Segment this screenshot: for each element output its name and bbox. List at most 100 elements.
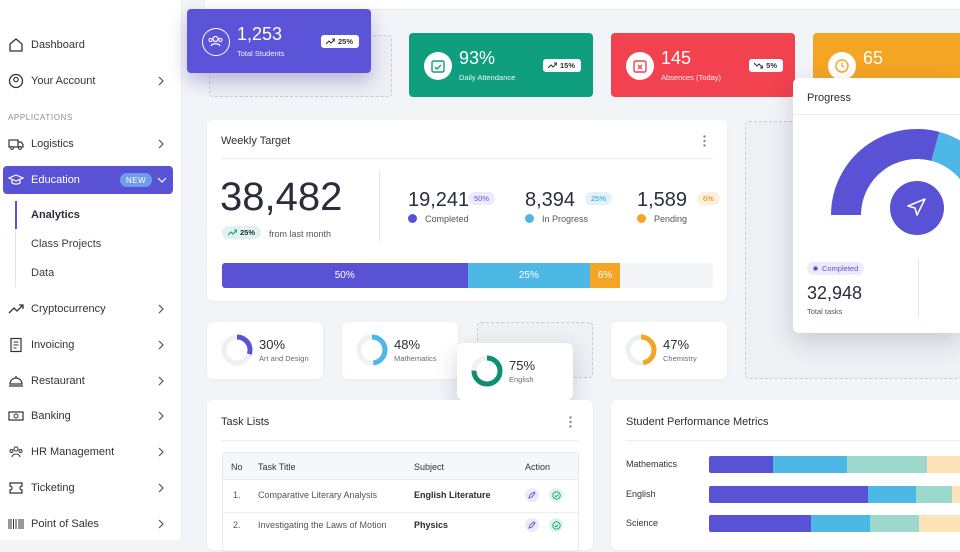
icon: [9, 38, 23, 52]
nav-item[interactable]: Logistics: [8, 130, 172, 158]
chevron: [156, 483, 166, 493]
icon: [8, 337, 24, 353]
subject-name: Mathematics: [394, 354, 437, 363]
stat-card: 93% Daily Attendance 15%: [409, 33, 593, 97]
icon: [8, 174, 24, 185]
performance-segment: [916, 485, 953, 503]
subject-percent: 47%: [663, 337, 690, 352]
category-label: Science: [626, 518, 659, 528]
donut: [356, 334, 388, 366]
item-label: Pending: [654, 214, 688, 224]
edit-button[interactable]: [525, 518, 539, 532]
row-divider: [223, 512, 578, 513]
divider: [793, 114, 960, 115]
performance-segment: [811, 515, 871, 532]
nav-item[interactable]: Restaurant: [8, 367, 172, 395]
chevron: [157, 177, 167, 183]
column-header: Action: [525, 462, 551, 472]
category-label: English: [626, 488, 656, 499]
progress-gauge: [831, 128, 960, 239]
donut-arc: [625, 334, 657, 366]
nav-label: Point of Sales: [31, 517, 99, 530]
section-label: APPLICATIONS: [8, 113, 73, 122]
chevron: [156, 376, 166, 386]
nav-item[interactable]: Cryptocurrency: [8, 295, 172, 323]
share-badge: 6%: [697, 192, 720, 205]
nav-item[interactable]: Your Account: [8, 67, 172, 95]
performance-segment: [709, 485, 868, 503]
stat-change-text: 5%: [766, 61, 777, 70]
progress-label: Total tasks: [807, 307, 843, 316]
stat-value: 93%: [459, 48, 496, 68]
subject-percent: 30%: [259, 337, 286, 352]
nav-label: Your Account: [31, 75, 96, 87]
stat-change: 25%: [320, 35, 359, 48]
performance-segment: [870, 515, 919, 532]
stat-change: 15%: [542, 59, 581, 72]
subject-card[interactable]: 75% English: [457, 343, 573, 400]
performance-segment: [773, 456, 848, 473]
task-list-card: Task Lists No Task Title Subject Action 1. Co…: [207, 400, 593, 552]
table-cell: 1.: [233, 490, 241, 500]
subject-card: 48% Mathematics: [342, 322, 458, 379]
divider: [918, 260, 919, 316]
subject-name: Chemistry: [663, 354, 697, 363]
item-value: 8,394: [525, 189, 576, 211]
task-table: No Task Title Subject Action 1. Comparative L…: [222, 452, 579, 552]
column-header: Task Title: [258, 462, 296, 472]
card-title: Student Performance Metrics: [626, 416, 769, 428]
header-bar: [205, 0, 960, 10]
nav-item[interactable]: Ticketing: [8, 474, 172, 502]
submenu-item[interactable]: Class Projects: [31, 238, 102, 250]
bar-segment: 6%: [590, 263, 620, 288]
stat-change: 5%: [749, 59, 783, 72]
nav-label: Banking: [31, 410, 71, 423]
nav-item[interactable]: Invoicing: [8, 331, 172, 359]
legend-dot: [525, 214, 534, 223]
icon: [8, 480, 24, 496]
menu-button[interactable]: [703, 135, 706, 147]
status-badge: Completed: [807, 262, 865, 275]
subject-percent: 75%: [509, 358, 536, 373]
legend-dot: [637, 214, 646, 223]
nav-label: Invoicing: [31, 338, 75, 351]
chevron: [158, 139, 164, 149]
stat-value: 1,253: [237, 24, 283, 44]
nav-item[interactable]: Point of Sales: [8, 510, 172, 538]
performance-segment: [918, 515, 960, 532]
stat-card-dragging[interactable]: 1,253 Total Students 25%: [187, 9, 371, 73]
edit-button[interactable]: [525, 488, 539, 502]
item-label: In Progress: [542, 214, 589, 224]
menu-button[interactable]: [569, 416, 572, 428]
nav-item[interactable]: Dashboard: [8, 31, 172, 59]
nav-label: Dashboard: [31, 39, 85, 51]
submenu-line: [15, 229, 16, 287]
item-label: Completed: [425, 214, 469, 224]
submenu-item-active[interactable]: Analytics: [31, 209, 80, 221]
stat-value: 145: [661, 48, 692, 68]
divider: [626, 440, 960, 441]
table-cell: English Literature: [414, 490, 491, 500]
progress-card[interactable]: Progress Completed 32,948 Total tasks: [793, 78, 960, 333]
share-badge: 25%: [585, 192, 613, 205]
performance-segment: [867, 485, 917, 503]
table-cell: Physics: [414, 520, 449, 530]
donut: [471, 355, 503, 387]
column-header: No: [231, 462, 243, 472]
nav-item[interactable]: Banking: [8, 402, 172, 430]
change-badge: 25%: [222, 226, 262, 239]
nav-item-active[interactable]: Education NEW: [3, 166, 173, 194]
nav-label: Logistics: [31, 138, 74, 150]
performance-segment: [709, 456, 773, 473]
done-button[interactable]: [549, 488, 563, 502]
bar-label: 25%: [518, 270, 539, 281]
performance-segment: [709, 515, 812, 532]
nav-item[interactable]: HR Management: [8, 438, 172, 466]
done-button[interactable]: [549, 518, 563, 532]
submenu-item[interactable]: Data: [31, 267, 55, 279]
chevron: [156, 411, 166, 421]
stat-label: Total Students: [237, 49, 285, 58]
column-header: Subject: [414, 462, 445, 472]
table-cell: Investigating the Laws of Motion: [258, 520, 387, 530]
